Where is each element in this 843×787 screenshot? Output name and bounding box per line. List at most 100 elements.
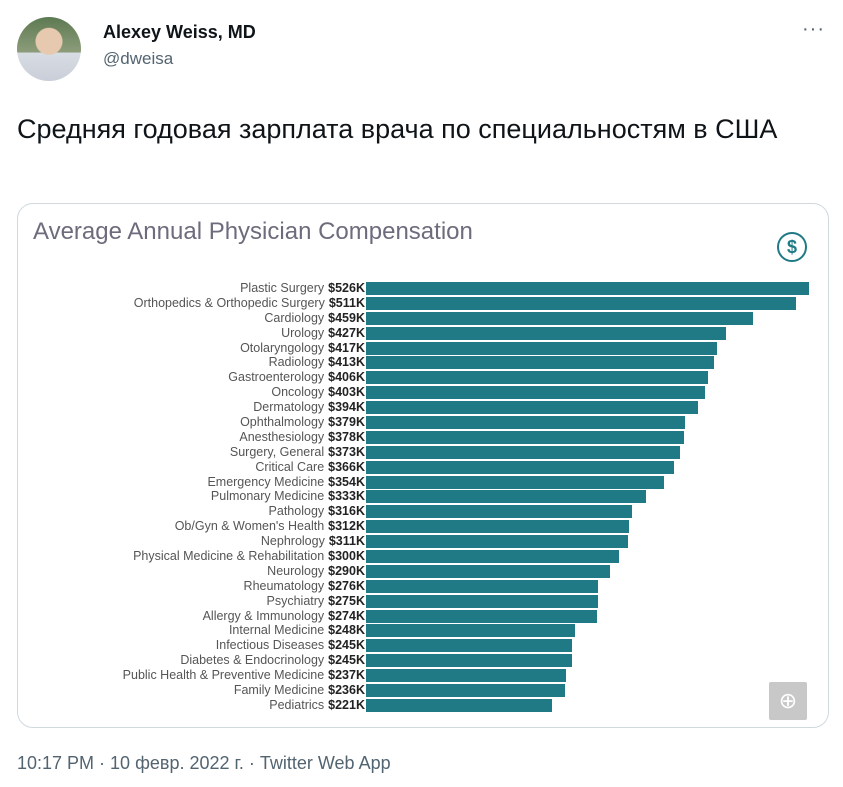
category-label: Anesthesiology $378K — [239, 430, 365, 445]
category-label: Dermatology $394K — [253, 400, 365, 415]
value-label: $427K — [328, 325, 365, 340]
category-name: Surgery, General — [229, 444, 325, 459]
bar — [366, 460, 675, 474]
value-label: $316K — [328, 504, 365, 519]
tweet-image[interactable]: Average Annual Physician Compensation $ … — [17, 203, 829, 728]
category-name: Family Medicine — [233, 683, 325, 698]
bar-row: Family Medicine $236K — [18, 683, 828, 698]
bar — [366, 669, 566, 683]
bar — [366, 282, 809, 295]
bar-row: Infectious Diseases $245K — [18, 638, 828, 653]
value-label: $245K — [328, 653, 365, 668]
value-label: $333K — [328, 489, 365, 504]
tweet-meta[interactable]: 10:17 PM · 10 февр. 2022 г. · Twitter We… — [17, 753, 391, 773]
bar — [366, 475, 665, 489]
value-label: $417K — [328, 340, 365, 355]
value-label: $300K — [328, 549, 365, 564]
more-options-button[interactable]: ··· — [802, 18, 825, 40]
bar — [366, 684, 565, 698]
category-name: Otolaryngology — [240, 340, 325, 355]
bar — [366, 624, 575, 638]
bar-row: Urology $427K — [18, 326, 828, 341]
zoom-icon[interactable]: ⊕ — [769, 682, 807, 720]
category-name: Orthopedics & Orthopedic Surgery — [133, 295, 325, 310]
bar-row: Nephrology $311K — [18, 534, 828, 549]
chart-title: Average Annual Physician Compensation — [33, 218, 473, 245]
value-label: $394K — [328, 400, 365, 415]
value-label: $275K — [328, 593, 365, 608]
category-name: Pulmonary Medicine — [210, 489, 325, 504]
value-label: $406K — [328, 370, 365, 385]
avatar[interactable] — [17, 17, 81, 81]
bar — [366, 609, 597, 623]
bar — [366, 505, 633, 519]
bar — [366, 386, 706, 400]
value-label: $379K — [328, 415, 365, 430]
bar-row: Cardiology $459K — [18, 311, 828, 326]
bar-row: Critical Care $366K — [18, 460, 828, 475]
category-label: Family Medicine $236K — [234, 683, 365, 698]
category-name: Urology — [281, 325, 325, 340]
bar-row: Diabetes & Endocrinology $245K — [18, 653, 828, 668]
category-label: Neurology $290K — [267, 564, 365, 579]
bar — [366, 698, 553, 712]
category-label: Nephrology $311K — [261, 534, 365, 549]
category-label: Psychiatry $275K — [267, 594, 366, 609]
category-name: Radiology — [268, 355, 325, 370]
category-name: Oncology — [271, 385, 325, 400]
bar-row: Anesthesiology $378K — [18, 430, 828, 445]
tweet-text: Средняя годовая зарплата врача по специа… — [17, 114, 778, 144]
category-label: Diabetes & Endocrinology $245K — [180, 653, 365, 668]
value-label: $511K — [328, 295, 365, 310]
category-label: Gastroenterology $406K — [228, 370, 365, 385]
category-label: Internal Medicine $248K — [229, 623, 365, 638]
category-label: Allergy & Immunology $274K — [203, 609, 365, 624]
category-label: Pediatrics $221K — [269, 698, 365, 713]
category-label: Infectious Diseases $245K — [216, 638, 365, 653]
category-label: Public Health & Preventive Medicine $237K — [123, 668, 365, 683]
bar-row: Psychiatry $275K — [18, 594, 828, 609]
category-name: Dermatology — [253, 400, 325, 415]
value-label: $354K — [328, 474, 365, 489]
author-name[interactable]: Alexey Weiss, MD — [103, 22, 256, 42]
category-name: Ob/Gyn & Women's Health — [174, 519, 325, 534]
category-name: Infectious Diseases — [215, 638, 325, 653]
bar-row: Oncology $403K — [18, 385, 828, 400]
category-name: Emergency Medicine — [207, 474, 325, 489]
category-name: Rheumatology — [243, 578, 325, 593]
bar-row: Orthopedics & Orthopedic Surgery $511K — [18, 296, 828, 311]
bar — [366, 490, 647, 504]
value-label: $373K — [328, 444, 365, 459]
value-label: $248K — [328, 623, 365, 638]
category-name: Cardiology — [264, 310, 325, 325]
bar-row: Radiology $413K — [18, 355, 828, 370]
category-name: Plastic Surgery — [240, 281, 325, 295]
category-label: Urology $427K — [281, 326, 365, 341]
bar — [366, 430, 685, 444]
bar — [366, 401, 698, 415]
value-label: $403K — [328, 385, 365, 400]
category-name: Pediatrics — [269, 697, 325, 712]
category-label: Ob/Gyn & Women's Health $312K — [175, 519, 365, 534]
author-handle[interactable]: @dweisa — [103, 49, 174, 68]
bar — [366, 594, 598, 608]
bar — [366, 311, 753, 325]
category-name: Allergy & Immunology — [202, 608, 325, 623]
category-label: Rheumatology $276K — [244, 579, 365, 594]
category-name: Pathology — [268, 504, 325, 519]
bar — [366, 564, 611, 578]
bar-row: Ob/Gyn & Women's Health $312K — [18, 519, 828, 534]
bar-row: Allergy & Immunology $274K — [18, 609, 828, 624]
category-name: Psychiatry — [266, 593, 325, 608]
bar-row: Ophthalmology $379K — [18, 415, 828, 430]
bar-row: Physical Medicine & Rehabilitation $300K — [18, 549, 828, 564]
category-name: Physical Medicine & Rehabilitation — [133, 549, 325, 564]
value-label: $312K — [328, 519, 365, 534]
bar-row: Neurology $290K — [18, 564, 828, 579]
category-label: Pathology $316K — [269, 504, 365, 519]
category-label: Pulmonary Medicine $333K — [211, 489, 365, 504]
value-label: $276K — [328, 578, 365, 593]
value-label: $236K — [328, 683, 365, 698]
category-label: Otolaryngology $417K — [240, 341, 365, 356]
bar — [366, 356, 714, 370]
